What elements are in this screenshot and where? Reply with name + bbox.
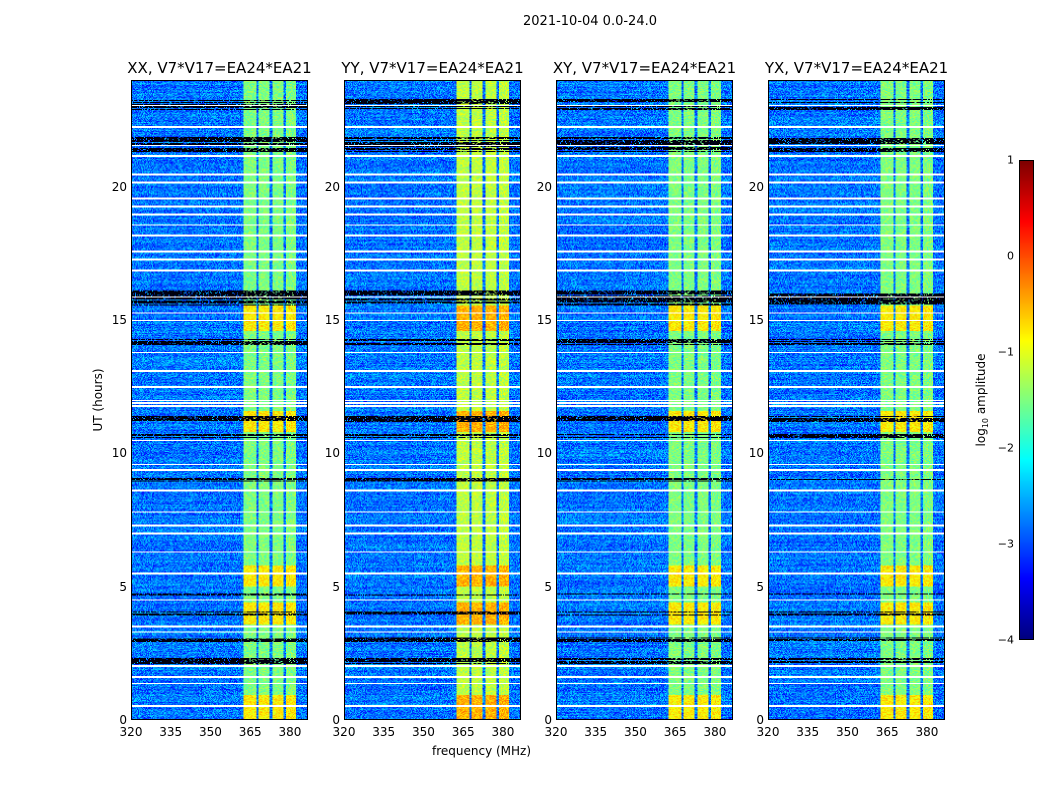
y-tick-label: 15 (536, 313, 552, 327)
y-axis-label: UT (hours) (91, 368, 105, 432)
y-tick-label: 10 (324, 446, 340, 461)
colorbar-tick-label: −2 (997, 441, 1014, 455)
y-tick-label: 5 (756, 579, 764, 594)
colorbar-label: log10 amplitude (973, 353, 991, 447)
y-tick-label: 10 (748, 446, 764, 461)
y-tick-label: 0 (332, 713, 340, 727)
x-tick-label: 335 (584, 725, 608, 739)
waterfall-panel (131, 80, 308, 720)
figure-title: 2021-10-04 0.0-24.0 (523, 14, 657, 29)
colorbar-tick-label: 0 (1007, 249, 1014, 263)
colorbar (1019, 160, 1034, 640)
x-tick-label: 320 (756, 725, 780, 739)
x-tick-label: 365 (663, 725, 687, 739)
x-tick-label: 380 (491, 725, 515, 739)
y-tick-label: 5 (119, 579, 127, 594)
waterfall-panel (344, 80, 521, 720)
y-tick-label: 15 (748, 313, 764, 327)
x-axis-label: frequency (MHz) (432, 744, 532, 758)
y-tick-label: 15 (111, 313, 127, 327)
x-tick-label: 350 (412, 725, 435, 739)
x-tick-label: 335 (372, 725, 396, 739)
x-tick-label: 380 (278, 725, 302, 739)
y-tick-label: 20 (111, 179, 127, 194)
y-tick-label: 0 (756, 713, 764, 727)
panel-title: YX, V7*V17=EA24*EA21 (764, 59, 949, 77)
x-tick-label: 350 (836, 725, 859, 739)
x-tick-label: 320 (119, 725, 143, 739)
x-tick-label: 350 (199, 725, 222, 739)
y-tick-label: 5 (544, 579, 552, 594)
y-tick-label: 0 (544, 713, 552, 727)
y-tick-label: 0 (119, 713, 127, 727)
y-tick-label: 20 (324, 179, 340, 194)
x-tick-label: 335 (796, 725, 820, 739)
waterfall-panel (768, 80, 945, 720)
colorbar-tick-label: −1 (997, 345, 1014, 359)
x-tick-label: 350 (624, 725, 647, 739)
x-tick-label: 320 (544, 725, 568, 739)
y-tick-label: 10 (536, 446, 552, 461)
x-tick-label: 380 (915, 725, 939, 739)
y-tick-label: 20 (536, 179, 552, 194)
y-tick-label: 20 (748, 179, 764, 194)
colorbar-tick-label: −3 (997, 537, 1014, 551)
panel-title: XY, V7*V17=EA24*EA21 (552, 59, 737, 77)
y-tick-label: 5 (332, 579, 340, 594)
colorbar-tick-label: 1 (1007, 153, 1014, 167)
x-tick-label: 320 (332, 725, 356, 739)
x-tick-label: 335 (159, 725, 183, 739)
x-tick-label: 365 (875, 725, 899, 739)
y-tick-label: 10 (111, 446, 127, 461)
panel-title: XX, V7*V17=EA24*EA21 (127, 59, 312, 77)
x-tick-label: 365 (451, 725, 475, 739)
panel-title: YY, V7*V17=EA24*EA21 (341, 59, 524, 77)
x-tick-label: 380 (703, 725, 727, 739)
waterfall-panel (556, 80, 733, 720)
y-tick-label: 15 (324, 313, 340, 327)
x-tick-label: 365 (238, 725, 262, 739)
colorbar-tick-label: −4 (997, 633, 1014, 647)
